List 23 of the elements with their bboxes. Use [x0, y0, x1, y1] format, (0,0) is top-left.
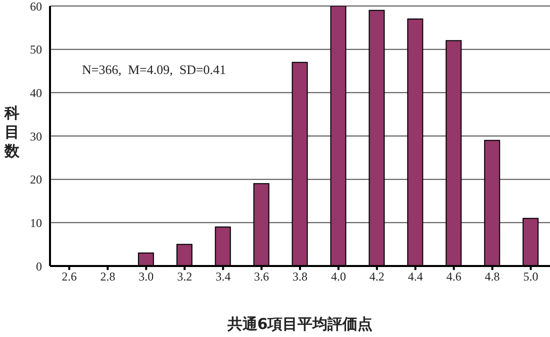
y-tick-label: 50	[30, 42, 42, 57]
x-tick-label: 3.4	[216, 270, 231, 284]
y-tick-label: 0	[36, 259, 42, 274]
x-tick-label: 4.6	[446, 270, 462, 284]
y-tick-label: 20	[30, 172, 42, 187]
y-tick-label: 40	[30, 86, 42, 100]
x-tick-label: 4.8	[484, 270, 500, 284]
x-axis-title: 共通6項目平均評価点	[226, 315, 373, 333]
x-tick-label: 3.8	[292, 270, 308, 284]
x-tick-label: 4.0	[330, 270, 346, 284]
x-tick-label: 4.2	[369, 270, 384, 284]
x-tick-label: 2.8	[100, 270, 116, 284]
x-tick-label: 5.0	[523, 270, 538, 284]
x-tick-label: 3.6	[254, 270, 270, 284]
y-tick-label: 30	[30, 129, 42, 144]
x-tick-label: 3.0	[138, 270, 154, 284]
x-tick-label: 3.2	[177, 270, 192, 284]
y-tick-label: 60	[30, 0, 42, 14]
x-tick-label: 4.4	[408, 270, 423, 284]
x-tick-label: 2.6	[62, 270, 77, 284]
y-axis-title: 科目数	[3, 104, 20, 161]
annotation: N=366, M=4.09, SD=0.41	[82, 62, 226, 78]
y-tick-label: 10	[30, 216, 42, 230]
